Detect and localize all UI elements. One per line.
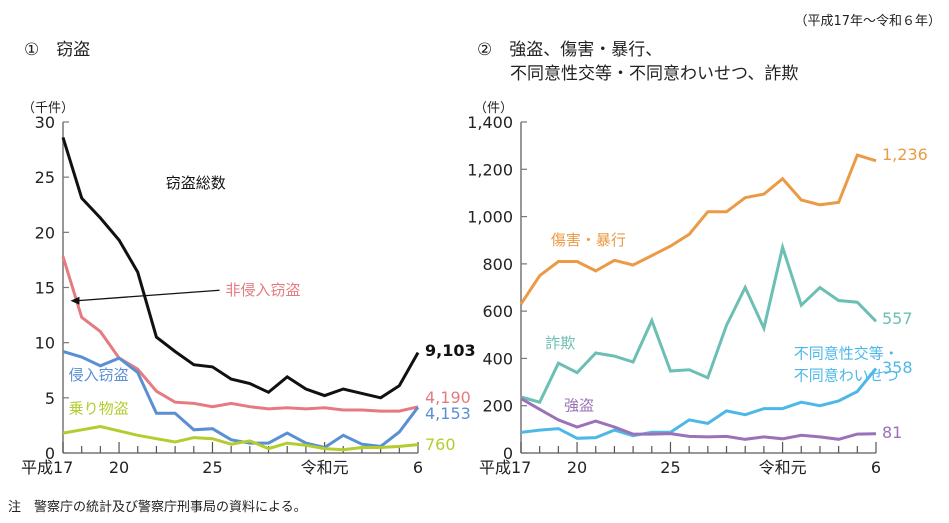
x-tick-label: 6	[413, 458, 423, 477]
y-tick-label: 400	[482, 349, 513, 368]
chart2-title-line2: 不同意性交等・不同意わいせつ、詐欺	[510, 64, 799, 84]
y-tick-label: 15	[35, 279, 55, 298]
end-value-label: 4,190	[425, 388, 471, 407]
x-tick-label: 平成17	[21, 458, 73, 477]
series-name-label: 侵入窃盗	[69, 366, 129, 384]
x-tick-label: 6	[871, 458, 881, 477]
series-name-label: 詐欺	[545, 334, 575, 352]
series-line-1	[520, 241, 878, 404]
chart1-title: ① 窃盗	[24, 40, 91, 60]
chart2-title-line1: ② 強盗、傷害・暴行、	[477, 40, 663, 60]
chart2-y-unit: （件）	[474, 101, 514, 116]
end-value-label: 9,103	[425, 341, 476, 360]
y-tick-label: 10	[35, 334, 55, 353]
x-tick-label: 20	[567, 458, 587, 477]
x-tick-label: 令和元	[301, 458, 349, 477]
annotation-arrow-line	[76, 289, 220, 302]
y-tick-label: 600	[482, 302, 513, 321]
y-tick-label: 1,000	[467, 208, 513, 227]
chart1-y-unit: （千件）	[22, 101, 75, 116]
series-line-1	[61, 256, 419, 413]
end-value-label: 557	[882, 309, 913, 328]
y-tick-label: 25	[35, 168, 55, 187]
x-tick-label: 平成17	[479, 458, 531, 477]
series-name-label: 強盗	[564, 396, 594, 414]
chart2-violent-crime: 0 200 400 600 800 1,000 1,200 1,400 平成17 20 25 令和元 6…	[467, 113, 928, 477]
series-line-2	[520, 367, 878, 440]
series-line-3	[62, 424, 419, 452]
y-tick-label: 200	[482, 397, 513, 416]
annotation-arrow-head	[70, 296, 80, 305]
y-tick-label: 0	[45, 444, 55, 463]
y-tick-label: 1,400	[467, 113, 513, 132]
x-tick-label: 25	[202, 458, 222, 477]
period-label: （平成17年～令和６年）	[794, 14, 941, 29]
end-value-label: 81	[882, 423, 902, 442]
series-name-label: 傷害・暴行	[551, 231, 626, 249]
series-line-0	[61, 136, 420, 400]
y-tick-label: 0	[503, 444, 513, 463]
end-value-label: 760	[425, 435, 456, 454]
series-line-0	[519, 153, 877, 305]
x-tick-label: 令和元	[759, 458, 807, 477]
x-tick-label: 20	[109, 458, 129, 477]
y-tick-label: 800	[482, 255, 513, 274]
y-tick-label: 5	[45, 389, 55, 408]
series-name-label: 乗り物盗	[69, 399, 129, 417]
series-name-label: 不同意わいせつ	[794, 366, 899, 384]
end-value-label: 358	[882, 358, 913, 377]
source-note: 注 警察庁の統計及び警察庁刑事局の資料による。	[8, 500, 307, 515]
chart1-crime-theft: 0 5 10 15 20 25 30 平成17 20 25 令和元 6 9,103 窃盗総数 4,190 非侵…	[21, 113, 476, 477]
y-tick-label: 30	[35, 113, 55, 132]
series-name-label: 非侵入窃盗	[226, 281, 301, 299]
end-value-label: 4,153	[425, 404, 471, 423]
series-name-label: 不同意性交等・	[794, 344, 899, 362]
end-value-label: 1,236	[882, 145, 928, 164]
series-line-3	[520, 397, 877, 441]
x-tick-label: 25	[660, 458, 680, 477]
y-tick-label: 1,200	[467, 160, 513, 179]
chart2-title: ② 強盗、傷害・暴行、 不同意性交等・不同意わいせつ、詐欺	[477, 38, 798, 86]
series-name-label: 窃盗総数	[166, 174, 226, 192]
y-tick-label: 20	[35, 223, 55, 242]
